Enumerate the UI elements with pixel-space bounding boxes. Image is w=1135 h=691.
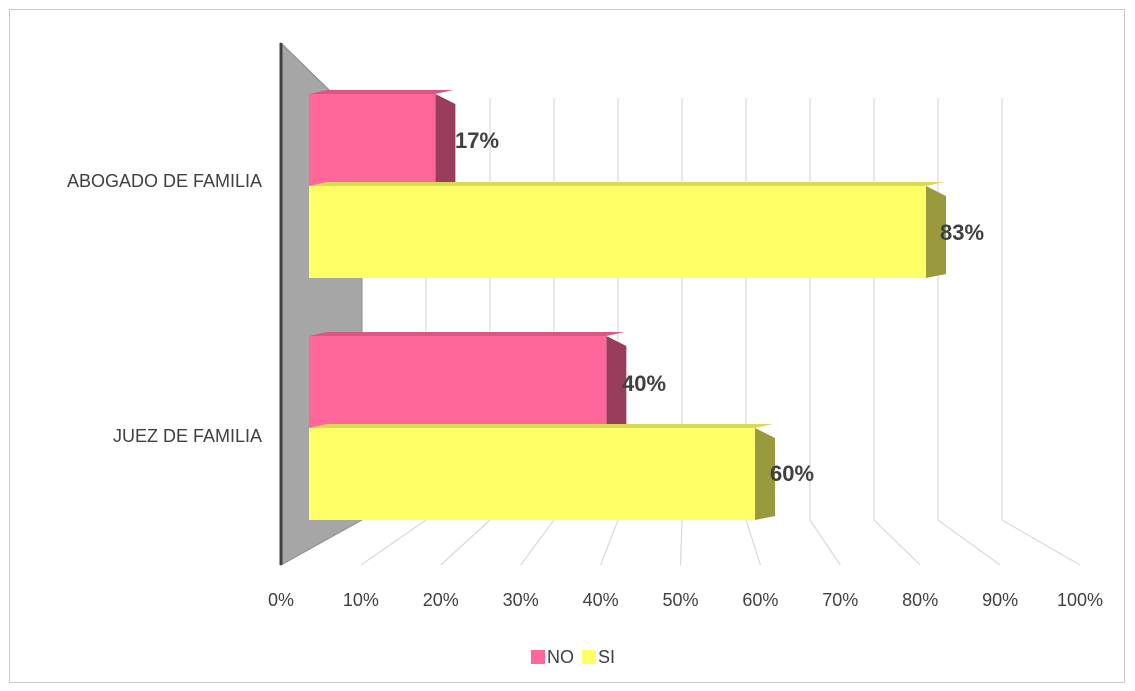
labels: 0% 10% 20% 30% 40% 50% 60% 70% 80% 90% 100% ABOGADO… [67, 128, 1103, 610]
x-tick-label: 90% [982, 590, 1018, 610]
legend: NO SI [531, 647, 615, 667]
floor-gridline [809, 519, 841, 566]
bar-si [309, 424, 776, 520]
legend-swatch [582, 650, 596, 664]
floor-gridline [873, 519, 921, 566]
floor-gridline [679, 519, 683, 566]
floor-gridline [745, 519, 761, 566]
floor-gridline [440, 519, 491, 566]
floor-gridline [600, 519, 619, 566]
x-tick-label: 20% [423, 590, 459, 610]
legend-swatch [531, 650, 545, 664]
x-tick-label: 80% [902, 590, 938, 610]
bar-no [309, 90, 456, 186]
data-label: 60% [770, 461, 814, 486]
floor-gridline [360, 519, 427, 566]
data-label: 17% [455, 128, 499, 153]
bars [309, 90, 946, 520]
floor-gridline [1001, 519, 1081, 566]
x-tick-label: 0% [268, 590, 294, 610]
floor-gridline [937, 519, 1001, 566]
bar-si [309, 182, 946, 278]
x-tick-label: 100% [1057, 590, 1103, 610]
legend-label: SI [598, 647, 615, 667]
category-label: JUEZ DE FAMILIA [113, 426, 262, 446]
x-tick-label: 10% [343, 590, 379, 610]
x-tick-label: 50% [662, 590, 698, 610]
x-tick-label: 70% [822, 590, 858, 610]
x-tick-label: 40% [583, 590, 619, 610]
floor-gridline [520, 519, 555, 566]
category-label: ABOGADO DE FAMILIA [67, 171, 262, 191]
x-tick-label: 30% [503, 590, 539, 610]
data-label: 83% [940, 220, 984, 245]
x-tick-label: 60% [742, 590, 778, 610]
legend-label: NO [547, 647, 574, 667]
data-label: 40% [622, 371, 666, 396]
bar-no [309, 332, 627, 428]
